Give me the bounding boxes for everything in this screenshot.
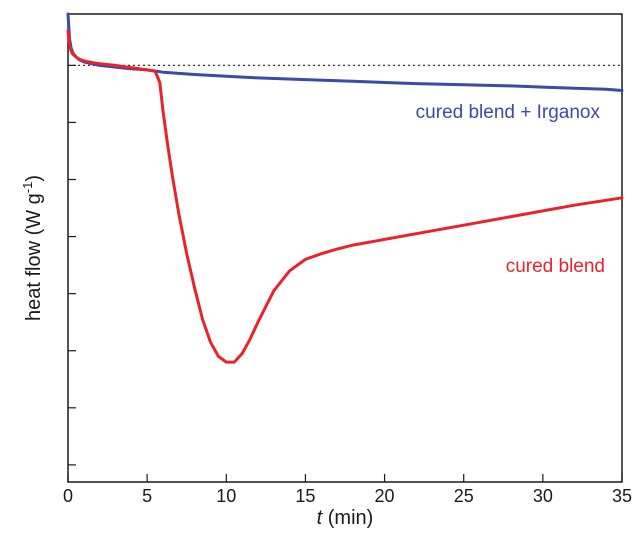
- x-axis-variable: t: [317, 507, 324, 529]
- y-axis-main: heat flow (W g: [23, 193, 45, 321]
- x-tick-label-25: 25: [454, 486, 474, 506]
- x-tick-label-5: 5: [142, 486, 152, 506]
- y-axis-superscript: -1: [20, 182, 35, 194]
- x-axis-ticks: [67, 474, 623, 482]
- series-line-blend: [66, 29, 624, 364]
- series-label-irganox: cured blend + Irganox: [416, 102, 601, 123]
- series-layer: [66, 12, 624, 364]
- series-label-blend: cured blend: [506, 256, 605, 277]
- x-axis-unit: (min): [322, 507, 373, 529]
- y-axis-close: ): [23, 175, 45, 182]
- x-tick-label-30: 30: [533, 486, 553, 506]
- x-tick-label-20: 20: [375, 486, 395, 506]
- x-tick-label-35: 35: [612, 486, 632, 506]
- plot-frame: [67, 13, 623, 483]
- x-axis-title: t (min): [317, 507, 374, 529]
- x-tick-label-0: 0: [63, 486, 73, 506]
- x-tick-label-10: 10: [216, 486, 236, 506]
- y-axis-ticks: [68, 64, 76, 466]
- series-line-irganox: [66, 12, 624, 92]
- x-axis-tick-labels: 0 5 10 15 20 25 30 35: [63, 486, 632, 506]
- x-tick-label-15: 15: [295, 486, 315, 506]
- y-axis-title: heat flow (W g-1): [20, 175, 45, 321]
